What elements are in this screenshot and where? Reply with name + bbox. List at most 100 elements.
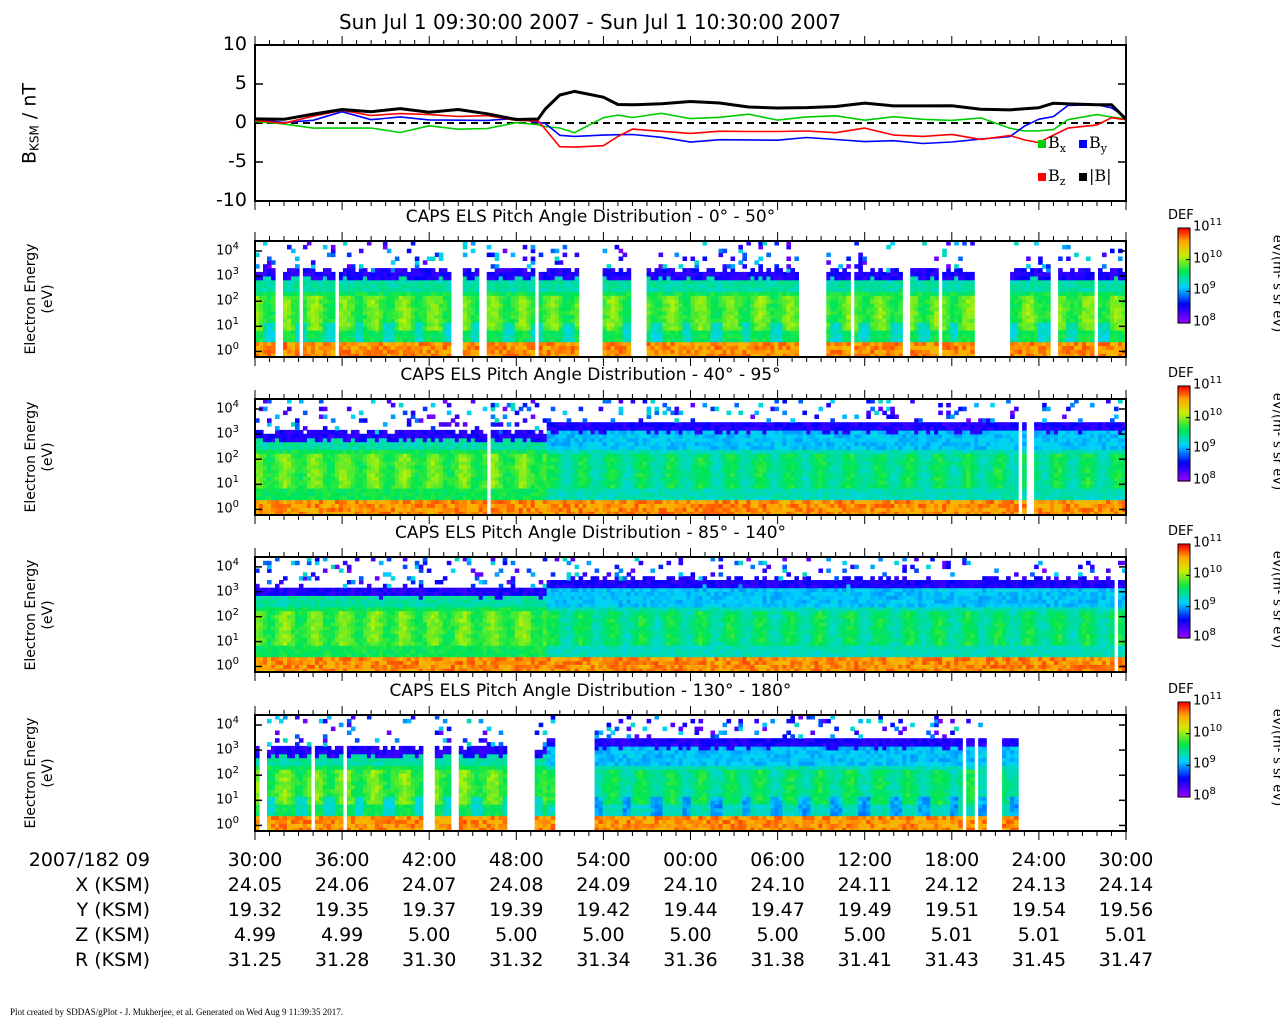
spectrogram-cell — [830, 310, 835, 316]
spectrogram-cell — [330, 495, 336, 501]
spectrogram-cell — [842, 299, 847, 304]
spectrogram-cell — [690, 268, 696, 273]
spectrogram-cell — [370, 318, 376, 323]
spectrogram-cell — [434, 326, 440, 331]
spectrogram-cell — [566, 283, 572, 288]
spectrogram-cell — [298, 437, 304, 443]
spectrogram-cell — [790, 310, 795, 316]
spectrogram-cell — [718, 252, 724, 258]
spectrogram-cell — [255, 480, 260, 485]
spectrogram-cell — [378, 441, 384, 446]
spectrogram-cell — [502, 310, 508, 316]
spectrogram-cell — [322, 480, 328, 485]
spectrogram-cell — [826, 260, 831, 265]
spectrogram-cell — [306, 318, 312, 323]
spectrogram-cell — [714, 341, 720, 346]
spectrogram-cell — [522, 291, 528, 296]
spectrogram-cell — [1078, 287, 1083, 292]
spectrogram-cell — [742, 271, 747, 277]
spectrogram-cell — [342, 507, 348, 512]
spectrogram-cell — [1034, 314, 1039, 319]
spectrogram-cell — [263, 299, 268, 304]
spectrogram-cell — [530, 271, 536, 277]
spectrogram-cell — [354, 279, 360, 285]
spectrogram-cell — [602, 283, 608, 288]
spectrogram-cell — [291, 491, 296, 497]
spectrogram-cell — [1102, 337, 1107, 343]
spectrogram-cell — [1026, 306, 1031, 312]
spectrogram-cell — [1030, 287, 1035, 292]
spectrogram-cell — [322, 268, 328, 273]
spectrogram-cell — [418, 353, 424, 358]
spectrogram-cell — [390, 460, 396, 466]
spectrogram-cell — [694, 299, 700, 304]
spectrogram-cell — [830, 283, 835, 288]
spectrogram-cell — [1082, 341, 1087, 346]
spectrogram-cell — [558, 287, 564, 292]
spectrogram-cell — [714, 295, 720, 300]
spectrogram-cell — [366, 487, 372, 493]
spectrogram-cell — [718, 329, 724, 335]
spectrogram-cell — [674, 333, 680, 339]
spectrogram-cell — [678, 337, 684, 343]
spectrogram-cell — [530, 345, 536, 350]
spectrogram-cell — [1070, 337, 1075, 343]
spectrogram-cell — [394, 310, 400, 316]
spectrogram-cell — [414, 295, 420, 300]
spectrogram-cell — [287, 345, 292, 350]
spectrogram-cell — [370, 460, 376, 466]
spectrogram-cell — [1066, 287, 1071, 292]
spectrogram-cell — [259, 511, 264, 516]
spectrogram-cell — [291, 306, 296, 312]
spectrogram-cell — [942, 287, 947, 292]
spectrogram-cell — [562, 244, 568, 250]
spectrogram-cell — [858, 318, 863, 323]
spectrogram-cell — [754, 291, 759, 296]
spectrogram-cell — [518, 337, 524, 343]
spectrogram-cell — [718, 333, 724, 339]
spectrogram-cell — [310, 464, 316, 470]
spectrogram-cell — [1066, 283, 1071, 288]
spectrogram-cell — [346, 507, 352, 512]
spectrogram-cell — [670, 268, 676, 273]
spectrogram-cell — [914, 345, 919, 350]
spectrogram-cell — [1018, 306, 1023, 312]
spectrogram-cell — [1046, 302, 1051, 308]
spectrogram-cell — [326, 472, 332, 477]
spectrogram-cell — [898, 299, 903, 304]
spectrogram-cell — [834, 322, 839, 327]
spectrogram-cell — [954, 318, 959, 323]
spectrogram-cell — [618, 306, 624, 312]
spectrogram-cell — [287, 349, 292, 354]
spectrogram-cell — [766, 271, 771, 277]
spectrogram-cell — [626, 291, 632, 296]
spectrogram-cell — [618, 337, 624, 343]
spectrogram-cell — [374, 460, 380, 466]
spectrogram-cell — [846, 275, 851, 281]
spectrogram-cell — [878, 291, 883, 296]
spectrogram-cell — [1102, 349, 1107, 354]
spectrogram-cell — [338, 433, 344, 439]
spectrogram-cell — [518, 299, 524, 304]
spectrogram-cell — [654, 302, 660, 308]
spectrogram-cell — [826, 283, 831, 288]
spectrogram-cell — [283, 353, 288, 358]
spectrogram-cell — [730, 322, 736, 327]
spectrogram-cell — [322, 279, 328, 285]
spectrogram-cell — [330, 480, 336, 485]
spectrogram-cell — [622, 314, 628, 319]
spectrogram-cell — [566, 314, 572, 319]
spectrogram-cell — [874, 291, 879, 296]
spectrogram-cell — [774, 302, 779, 308]
spectrogram-cell — [610, 345, 616, 350]
spectrogram-cell — [866, 349, 871, 354]
spectrogram-cell — [942, 302, 947, 308]
spectrogram-cell — [946, 275, 951, 281]
spectrogram-cell — [722, 326, 728, 331]
spectrogram-cell — [1074, 329, 1079, 335]
spectrogram-cell — [414, 279, 420, 285]
spectrogram-cell — [1058, 337, 1063, 343]
spectrogram-cell — [626, 287, 632, 292]
spectrogram-cell — [271, 457, 276, 462]
spectrogram-cell — [846, 279, 851, 285]
